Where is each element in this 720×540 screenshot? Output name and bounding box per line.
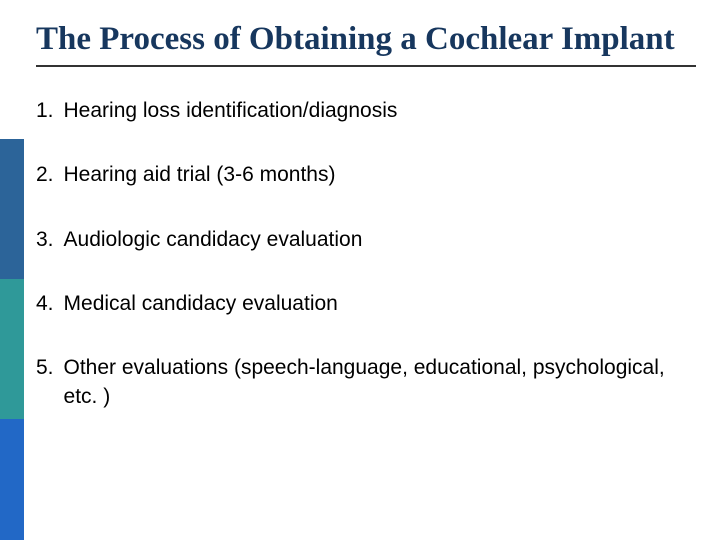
list-item: 1. Hearing loss identification/diagnosis	[36, 97, 696, 125]
list-item: 3. Audiologic candidacy evaluation	[36, 226, 696, 254]
accent-block-blue	[0, 139, 24, 279]
accent-block-teal	[0, 279, 24, 419]
list-item-number: 3.	[36, 226, 54, 254]
slide-content: The Process of Obtaining a Cochlear Impl…	[36, 20, 696, 447]
list-item-text: Hearing loss identification/diagnosis	[64, 97, 696, 125]
list-item: 2. Hearing aid trial (3-6 months)	[36, 161, 696, 189]
process-list: 1. Hearing loss identification/diagnosis…	[36, 97, 696, 411]
list-item-number: 2.	[36, 161, 54, 189]
list-item-text: Medical candidacy evaluation	[64, 290, 696, 318]
list-item-text: Audiologic candidacy evaluation	[64, 226, 696, 254]
accent-block-brightblue	[0, 419, 24, 540]
page-title: The Process of Obtaining a Cochlear Impl…	[36, 20, 696, 67]
accent-sidebar	[0, 139, 24, 540]
list-item-text: Hearing aid trial (3-6 months)	[64, 161, 696, 189]
list-item-number: 5.	[36, 354, 54, 411]
list-item: 5. Other evaluations (speech-language, e…	[36, 354, 696, 411]
list-item-number: 4.	[36, 290, 54, 318]
list-item: 4. Medical candidacy evaluation	[36, 290, 696, 318]
list-item-text: Other evaluations (speech-language, educ…	[64, 354, 696, 411]
list-item-number: 1.	[36, 97, 54, 125]
